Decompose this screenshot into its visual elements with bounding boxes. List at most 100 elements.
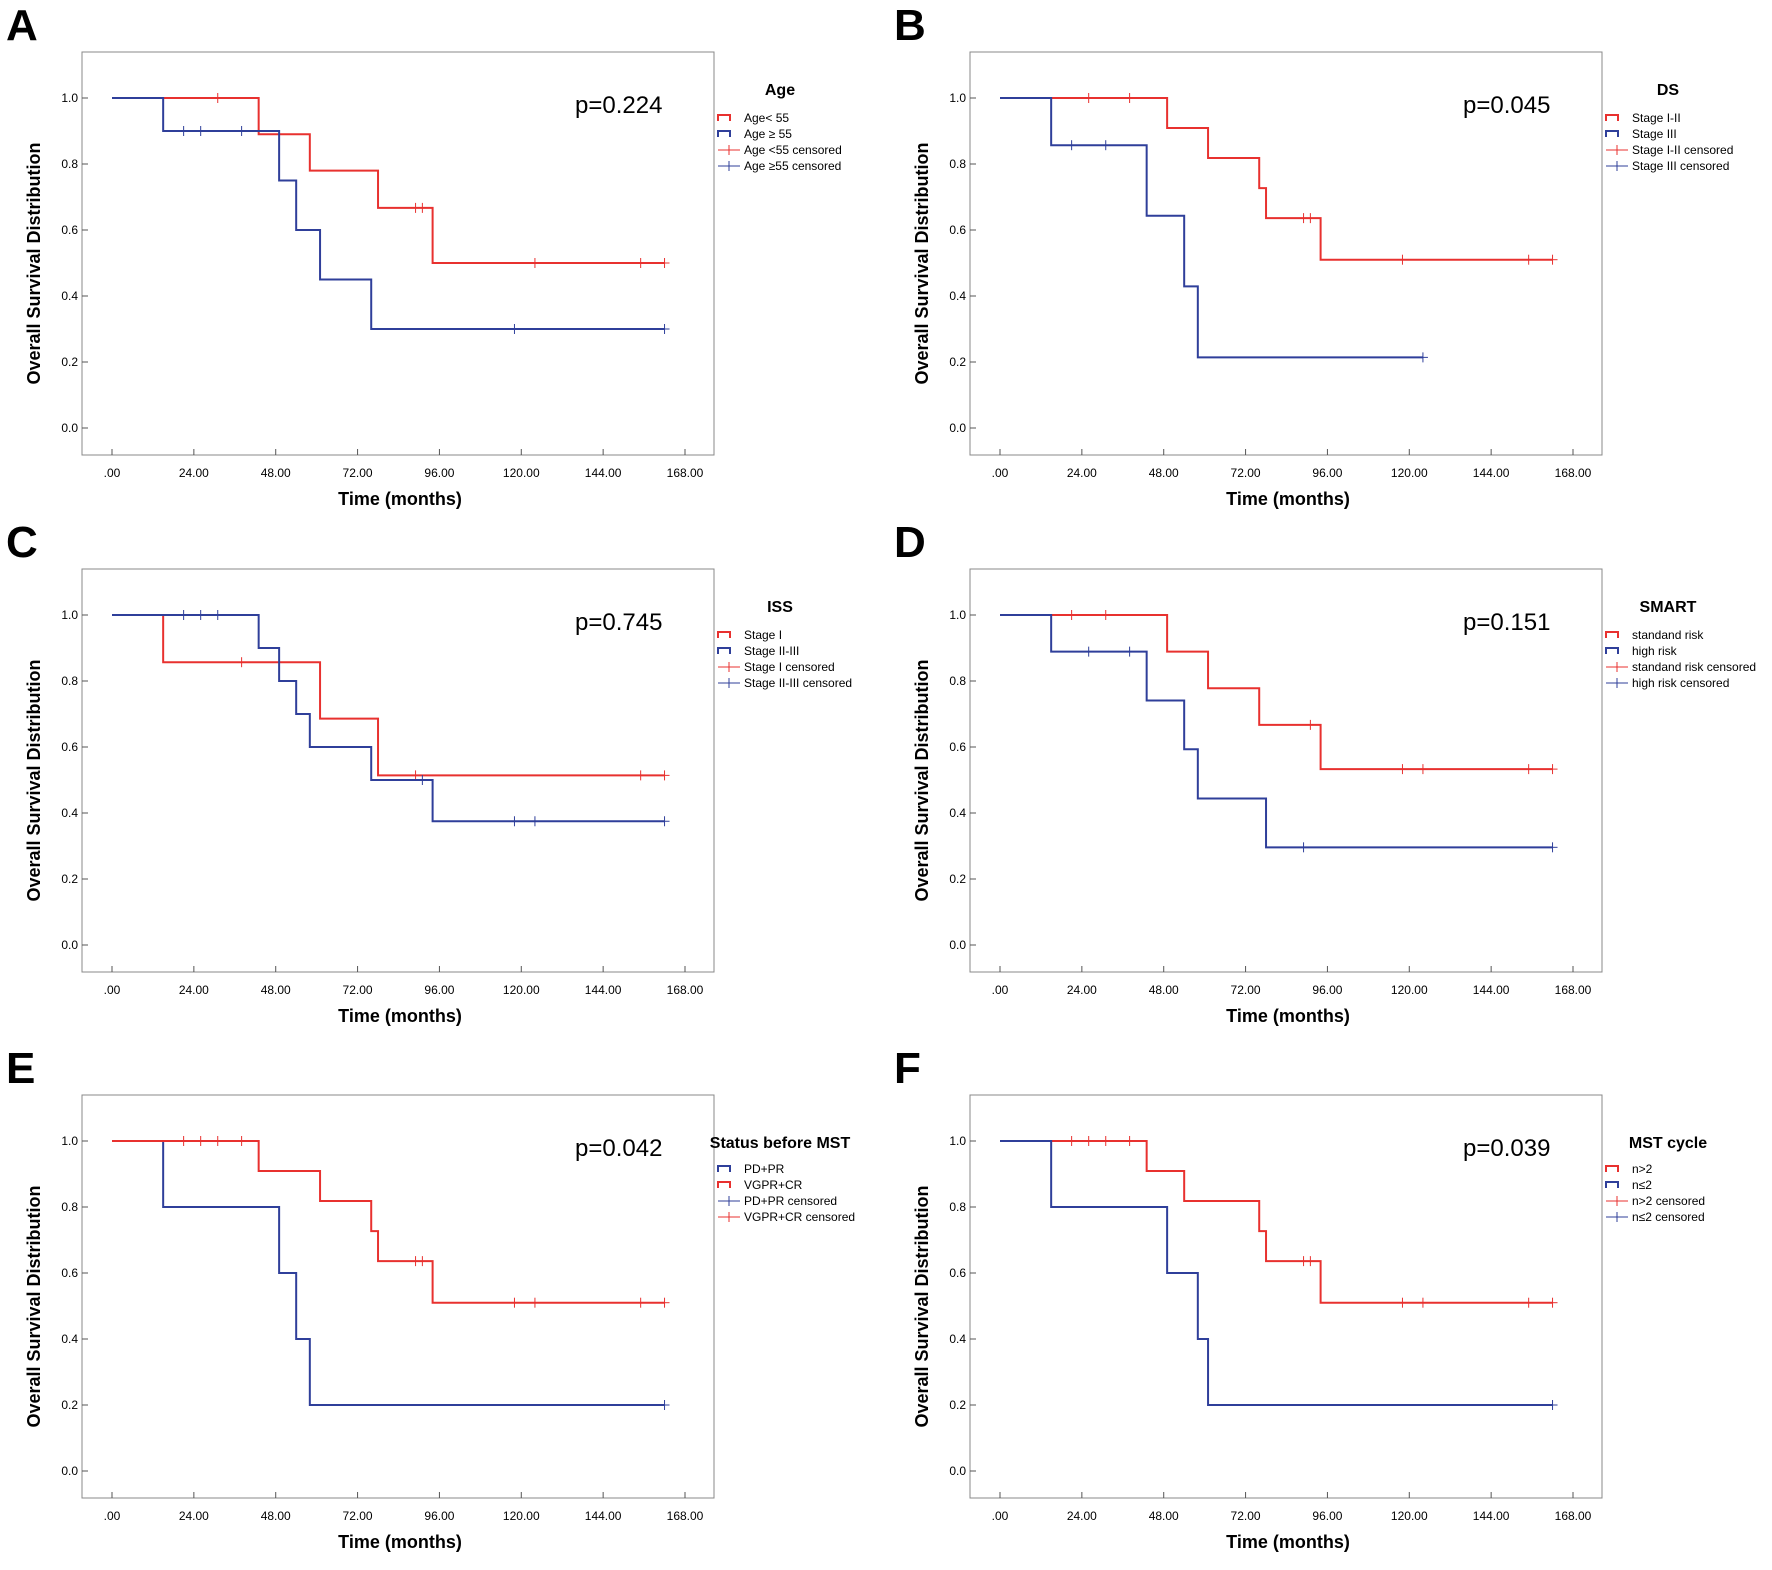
panel-c: C 0.0 0.2 0.4 0.6 0.8 1.0 .00 24.00 48.00 72.00 96.… xyxy=(6,518,852,1026)
y-tick-label: 0.4 xyxy=(949,1332,966,1346)
panel-letter: A xyxy=(6,1,38,50)
p-value: p=0.045 xyxy=(1463,92,1550,119)
x-tick-label: 144.00 xyxy=(585,1509,622,1523)
x-tick-label: .00 xyxy=(104,1509,121,1523)
legend-item: Stage II-III censored xyxy=(718,676,852,690)
y-axis-label: Overall Survival Distribution xyxy=(24,1185,44,1427)
x-tick-label: 48.00 xyxy=(1149,983,1179,997)
x-tick-label: 168.00 xyxy=(1555,983,1592,997)
legend-swatch-line xyxy=(1605,631,1619,638)
legend-item: Age <55 censored xyxy=(718,143,842,157)
y-tick-label: 0.0 xyxy=(949,421,966,435)
x-tick-label: 72.00 xyxy=(1231,983,1261,997)
y-tick-label: 0.2 xyxy=(61,1398,78,1412)
y-tick-label: 0.2 xyxy=(949,872,966,886)
plot-frame xyxy=(81,51,715,456)
x-tick-label: 96.00 xyxy=(424,466,454,480)
legend-swatch-line xyxy=(1605,1181,1619,1188)
legend-label: Age ≥ 55 xyxy=(744,127,792,141)
legend-title: Status before MST xyxy=(710,1135,851,1152)
legend-item: PD+PR censored xyxy=(718,1194,837,1208)
legend-swatch-line xyxy=(717,647,731,654)
y-tick-label: 0.6 xyxy=(949,740,966,754)
legend-label: Stage I censored xyxy=(744,660,835,674)
x-tick-label: .00 xyxy=(992,983,1009,997)
y-tick-label: 0.2 xyxy=(949,1398,966,1412)
legend-label: Stage I-II censored xyxy=(1632,143,1733,157)
legend-label: Stage II-III xyxy=(744,644,799,658)
x-tick-label: 96.00 xyxy=(1312,1509,1342,1523)
survival-curve-red xyxy=(1000,97,1553,261)
panel-d: D 0.0 0.2 0.4 0.6 0.8 1.0 .00 24.00 48.00 72.00 96.… xyxy=(894,518,1756,1026)
panel-letter: D xyxy=(894,518,926,567)
x-tick-label: .00 xyxy=(104,983,121,997)
y-tick-label: 1.0 xyxy=(949,1134,966,1148)
legend-swatch-line xyxy=(717,114,731,121)
y-tick-label: 0.0 xyxy=(61,421,78,435)
x-tick-label: 168.00 xyxy=(1555,1509,1592,1523)
p-value: p=0.745 xyxy=(575,609,662,636)
p-value: p=0.224 xyxy=(575,92,662,119)
legend-item: Stage I-II censored xyxy=(1606,143,1733,157)
legend-item: Age< 55 xyxy=(717,111,789,125)
y-tick-label: 0.2 xyxy=(61,872,78,886)
x-tick-label: 24.00 xyxy=(1067,983,1097,997)
x-tick-label: 72.00 xyxy=(343,466,373,480)
legend-label: high risk xyxy=(1632,644,1678,658)
x-tick-label: 144.00 xyxy=(1473,1509,1510,1523)
x-tick-label: 48.00 xyxy=(261,466,291,480)
y-axis-label: Overall Survival Distribution xyxy=(24,142,44,384)
legend-label: VGPR+CR xyxy=(744,1178,803,1192)
x-tick-label: 48.00 xyxy=(261,983,291,997)
x-tick-label: 48.00 xyxy=(1149,1509,1179,1523)
survival-curve-blue xyxy=(1000,1140,1553,1406)
legend-label: n>2 censored xyxy=(1632,1194,1705,1208)
x-tick-label: 144.00 xyxy=(585,466,622,480)
x-tick-label: 48.00 xyxy=(1149,466,1179,480)
x-tick-label: 96.00 xyxy=(424,1509,454,1523)
y-tick-label: 0.8 xyxy=(949,157,966,171)
x-tick-label: 120.00 xyxy=(1391,466,1428,480)
panel-letter: F xyxy=(894,1044,921,1093)
y-tick-label: 0.0 xyxy=(61,938,78,952)
x-axis-label: Time (months) xyxy=(338,1006,462,1026)
legend-item: VGPR+CR censored xyxy=(718,1210,855,1224)
legend-label: Age <55 censored xyxy=(744,143,842,157)
x-tick-label: 168.00 xyxy=(667,466,704,480)
legend-item: high risk censored xyxy=(1606,676,1729,690)
x-axis-label: Time (months) xyxy=(1226,1532,1350,1552)
legend-label: high risk censored xyxy=(1632,676,1729,690)
legend-label: PD+PR xyxy=(744,1162,785,1176)
survival-curve-red xyxy=(112,97,665,264)
y-axis-label: Overall Survival Distribution xyxy=(912,1185,932,1427)
plot-frame xyxy=(969,1094,1603,1499)
y-tick-label: 0.2 xyxy=(949,355,966,369)
legend-label: Stage III censored xyxy=(1632,159,1729,173)
survival-curve-blue xyxy=(1000,614,1553,849)
p-value: p=0.042 xyxy=(575,1135,662,1162)
x-tick-label: 96.00 xyxy=(424,983,454,997)
plot-frame xyxy=(969,51,1603,456)
y-tick-label: 0.4 xyxy=(61,289,78,303)
survival-curve-red xyxy=(1000,614,1553,771)
x-tick-label: 120.00 xyxy=(503,466,540,480)
legend-label: Stage II-III censored xyxy=(744,676,852,690)
legend-item: VGPR+CR xyxy=(717,1178,803,1192)
survival-curve-blue xyxy=(1000,97,1423,359)
legend-title: DS xyxy=(1657,82,1680,99)
x-tick-label: 120.00 xyxy=(503,983,540,997)
x-tick-label: 24.00 xyxy=(179,1509,209,1523)
legend-item: standand risk xyxy=(1605,628,1704,642)
legend-item: Stage I-II xyxy=(1605,111,1681,125)
legend-label: Stage III xyxy=(1632,127,1677,141)
panel-f: F 0.0 0.2 0.4 0.6 0.8 1.0 .00 24.00 48.00 72.00 96.… xyxy=(894,1044,1707,1552)
x-tick-label: .00 xyxy=(104,466,121,480)
legend-item: standand risk censored xyxy=(1606,660,1756,674)
legend-label: standand risk censored xyxy=(1632,660,1756,674)
legend-item: Stage I xyxy=(717,628,782,642)
survival-curve-red xyxy=(112,1140,665,1304)
x-tick-label: 72.00 xyxy=(1231,466,1261,480)
p-value: p=0.151 xyxy=(1463,609,1550,636)
y-tick-label: 0.0 xyxy=(949,938,966,952)
